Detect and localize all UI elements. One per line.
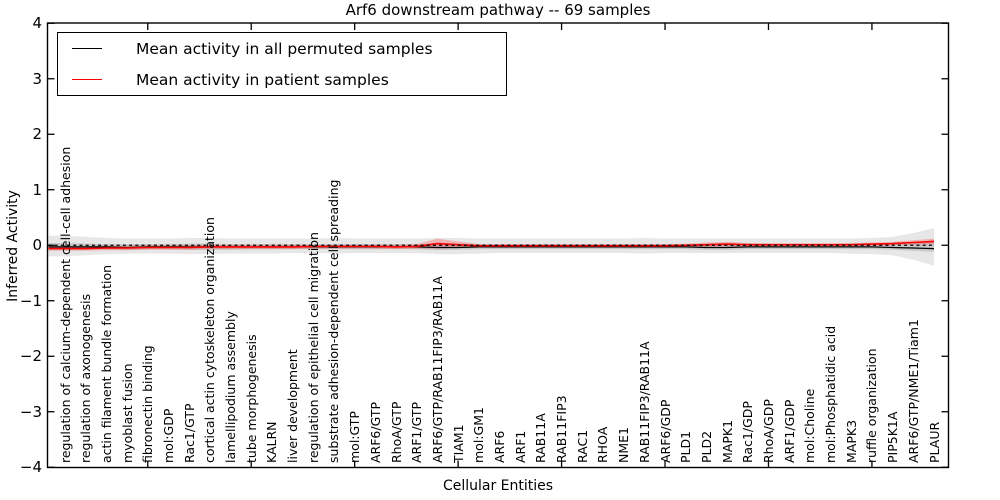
- category-label: TIAM1: [450, 424, 466, 463]
- y-tick-label: 3: [32, 69, 42, 88]
- category-label: ARF1/GTP: [409, 401, 425, 463]
- category-label: mol:GDP: [160, 408, 176, 463]
- x-axis-label: Cellular Entities: [442, 478, 554, 494]
- category-label: ruffle organization: [864, 348, 880, 463]
- category-label: PLD1: [678, 430, 694, 463]
- category-label: mol:Phosphatidic acid: [823, 325, 839, 463]
- category-label: ARF1/GDP: [781, 399, 797, 463]
- category-label: KALRN: [264, 421, 280, 463]
- category-label: actin filament bundle formation: [98, 264, 114, 463]
- category-label: mol:Choline: [802, 388, 818, 463]
- category-label: ARF6/GDP: [657, 399, 673, 463]
- category-label: myoblast fusion: [119, 363, 135, 463]
- y-tick-label: 4: [32, 14, 42, 33]
- y-tick-label: −4: [19, 458, 42, 477]
- category-label: NME1: [616, 427, 632, 463]
- category-label: regulation of epithelial cell migration: [305, 232, 321, 463]
- category-label: tube morphogenesis: [243, 334, 259, 463]
- category-label: RAB11FIP3/RAB11A: [636, 341, 652, 463]
- category-label: ARF6/GTP/NME1/Tiam1: [905, 319, 921, 463]
- y-tick-label: −1: [19, 291, 42, 310]
- category-label: RHOA: [595, 426, 611, 463]
- category-label: liver development: [285, 349, 301, 463]
- category-label: PLD2: [698, 430, 714, 463]
- category-label: cortical actin cytoskeleton organization: [202, 217, 218, 463]
- red-line-swatch: [72, 79, 102, 80]
- y-tick-label: −2: [19, 347, 42, 366]
- category-label: PIP5K1A: [885, 411, 901, 463]
- category-label: ARF6/GTP: [367, 401, 383, 463]
- category-label: lamellipodium assembly: [223, 311, 239, 463]
- category-label: RAB11A: [533, 413, 549, 463]
- category-label: substrate adhesion-dependent cell spread…: [326, 179, 342, 463]
- category-label: regulation of calcium-dependent cell-cel…: [57, 146, 73, 463]
- y-tick-label: 0: [32, 236, 42, 255]
- category-label: mol:GTP: [347, 411, 363, 463]
- category-label: fibronectin binding: [140, 345, 156, 463]
- y-tick-label: −3: [19, 402, 42, 421]
- category-label: RhoA/GTP: [388, 401, 404, 463]
- category-label: RhoA/GDP: [760, 399, 776, 463]
- y-tick-label: 1: [32, 180, 42, 199]
- category-label: RAC1: [574, 429, 590, 463]
- category-label: MAPK3: [843, 419, 859, 463]
- category-label: MAPK1: [719, 419, 735, 463]
- category-label: ARF6/GTP/RAB11FIP3/RAB11A: [429, 276, 445, 463]
- category-label: regulation of axonogenesis: [78, 293, 94, 463]
- legend-item-patient: Mean activity in patient samples: [58, 65, 506, 95]
- legend: Mean activity in all permuted samples Me…: [57, 32, 507, 96]
- chart-title: Arf6 downstream pathway -- 69 samples: [345, 1, 651, 19]
- category-label: ARF1: [512, 430, 528, 463]
- category-label: RAB11FIP3: [554, 395, 570, 463]
- category-label: ARF6: [492, 430, 507, 463]
- legend-label: Mean activity in all permuted samples: [136, 39, 433, 58]
- legend-label: Mean activity in patient samples: [136, 70, 389, 89]
- category-label: Rac1/GTP: [181, 403, 197, 463]
- legend-item-permuted: Mean activity in all permuted samples: [58, 34, 506, 64]
- black-line-swatch: [72, 48, 102, 49]
- y-tick-label: 2: [32, 125, 42, 144]
- category-label: mol:GM1: [471, 407, 487, 463]
- category-label: Rac1/GDP: [740, 401, 756, 463]
- category-label: PLAUR: [926, 421, 942, 463]
